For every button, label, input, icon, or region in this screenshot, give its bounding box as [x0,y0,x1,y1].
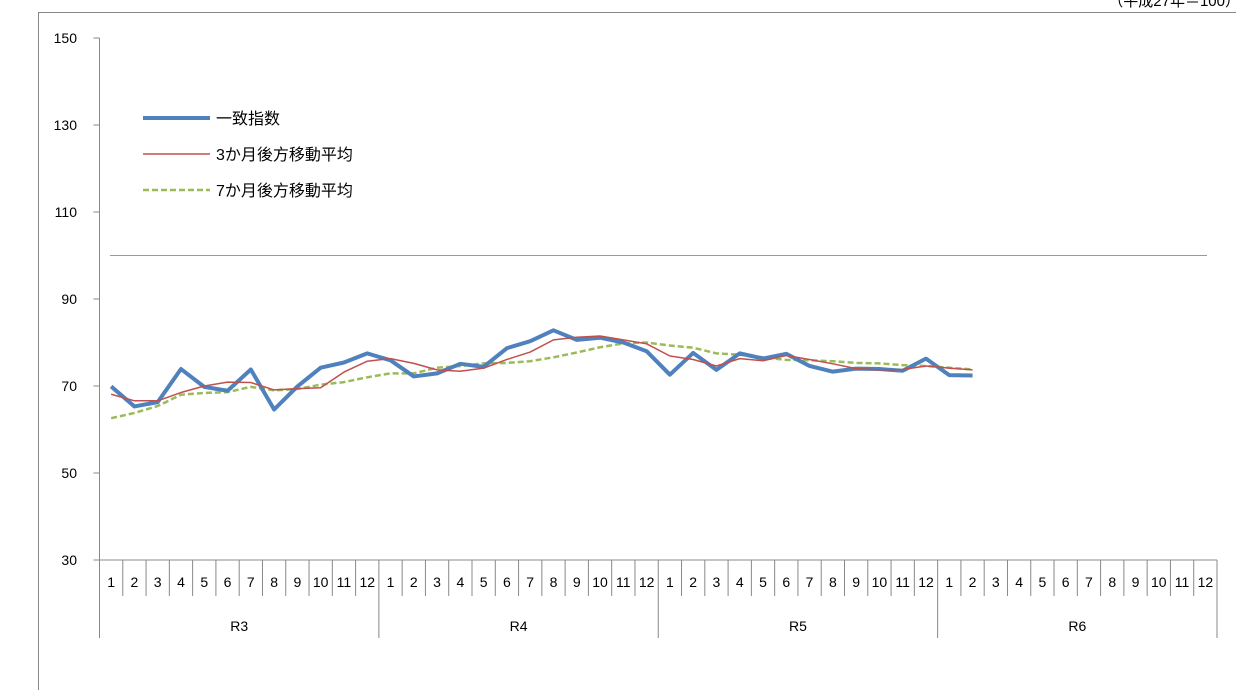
x-tick-label: 3 [992,574,1000,590]
y-tick-label: 50 [61,465,77,481]
series-line-2 [110,335,973,402]
x-tick-label: 6 [1062,574,1070,590]
x-tick-label: 12 [1198,574,1214,590]
x-tick-label: 10 [872,574,888,590]
x-tick-label: 11 [337,574,352,590]
y-tick-label: 30 [61,552,77,568]
x-tick-label: 11 [1175,574,1190,590]
y-tick-label: 130 [54,117,78,133]
x-tick-label: 7 [526,574,534,590]
x-tick-label: 3 [154,574,162,590]
x-group-label: R4 [510,618,528,634]
x-tick-label: 5 [759,574,767,590]
series-line-3 [110,341,973,420]
y-tick-label: 70 [61,378,77,394]
x-tick-label: 3 [433,574,441,590]
x-tick-label: 12 [359,574,375,590]
x-tick-label: 2 [969,574,977,590]
x-tick-label: 5 [200,574,208,590]
series-line-1 [109,328,973,412]
x-tick-label: 11 [616,574,631,590]
x-tick-label: 8 [1108,574,1116,590]
legend-label-2: 3か月後方移動平均 [216,146,353,164]
x-tick-label: 5 [480,574,488,590]
x-tick-label: 8 [550,574,558,590]
x-tick-label: 10 [313,574,329,590]
x-tick-label: 8 [270,574,278,590]
x-tick-label: 4 [456,574,464,590]
legend-label-1: 一致指数 [216,110,280,128]
x-tick-label: 2 [131,574,139,590]
x-tick-label: 5 [1038,574,1046,590]
x-tick-label: 11 [895,574,910,590]
x-tick-label: 4 [736,574,744,590]
x-group-label: R5 [789,618,807,634]
y-tick-label: 90 [61,291,77,307]
y-tick-label: 110 [55,204,78,220]
x-group-label: R6 [1068,618,1086,634]
x-tick-label: 7 [806,574,814,590]
x-tick-label: 1 [945,574,953,590]
y-tick-label: 150 [54,30,78,46]
legend-label-3: 7か月後方移動平均 [216,182,353,200]
x-tick-label: 1 [666,574,674,590]
x-tick-label: 2 [410,574,418,590]
x-tick-label: 12 [639,574,655,590]
x-tick-label: 12 [918,574,934,590]
x-tick-label: 2 [689,574,697,590]
x-tick-label: 8 [829,574,837,590]
unit-note: （平成27年＝100） [1108,0,1236,10]
x-tick-label: 6 [782,574,790,590]
x-tick-label: 9 [852,574,860,590]
x-tick-label: 6 [503,574,511,590]
x-tick-label: 6 [224,574,232,590]
x-tick-label: 10 [592,574,608,590]
x-group-label: R3 [230,618,248,634]
x-tick-label: 7 [247,574,255,590]
x-tick-label: 3 [713,574,721,590]
x-tick-label: 4 [1015,574,1023,590]
x-tick-label: 10 [1151,574,1167,590]
x-tick-label: 9 [573,574,581,590]
x-tick-label: 1 [107,574,115,590]
x-tick-label: 4 [177,574,185,590]
x-tick-label: 9 [293,574,301,590]
x-tick-label: 7 [1085,574,1093,590]
x-tick-label: 9 [1132,574,1140,590]
x-tick-label: 1 [387,574,395,590]
